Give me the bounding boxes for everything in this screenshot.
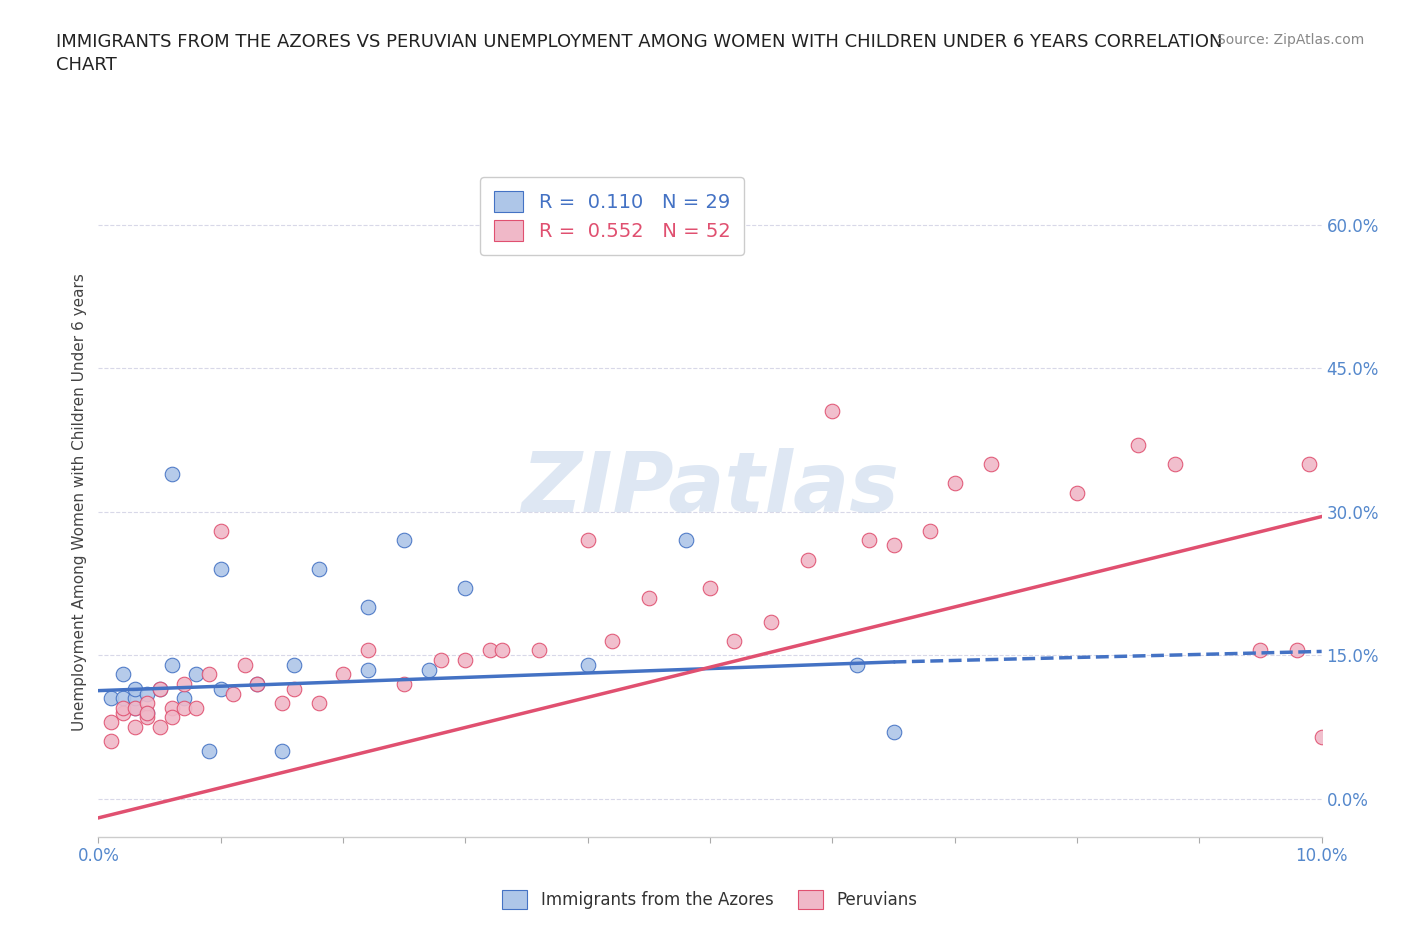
Point <box>149 682 172 697</box>
Point <box>1310 729 1333 744</box>
Point <box>197 743 219 758</box>
Point <box>454 653 477 668</box>
Point <box>576 533 599 548</box>
Point <box>308 562 330 577</box>
Point <box>821 404 844 418</box>
Point <box>797 552 820 567</box>
Point <box>600 633 623 648</box>
Point <box>430 653 453 668</box>
Y-axis label: Unemployment Among Women with Children Under 6 years: Unemployment Among Women with Children U… <box>72 273 87 731</box>
Point <box>160 466 183 481</box>
Point <box>883 538 905 552</box>
Point <box>246 676 269 691</box>
Point <box>233 658 256 672</box>
Point <box>308 696 330 711</box>
Point <box>675 533 697 548</box>
Point <box>392 676 416 691</box>
Point <box>124 700 146 715</box>
Point <box>173 700 195 715</box>
Point <box>920 524 942 538</box>
Point <box>136 705 159 720</box>
Point <box>111 691 134 706</box>
Point <box>759 615 782 630</box>
Point <box>149 720 172 735</box>
Point <box>100 734 122 749</box>
Point <box>124 691 146 706</box>
Point <box>699 581 721 596</box>
Point <box>332 667 354 682</box>
Point <box>637 591 661 605</box>
Point <box>246 676 269 691</box>
Point <box>576 658 599 672</box>
Point <box>1298 457 1320 472</box>
Point <box>1066 485 1088 500</box>
Point <box>111 667 134 682</box>
Point <box>186 700 208 715</box>
Point <box>197 667 219 682</box>
Point <box>356 643 378 658</box>
Point <box>883 724 905 739</box>
Point <box>943 475 966 490</box>
Point <box>209 524 232 538</box>
Point <box>858 533 880 548</box>
Point <box>356 662 378 677</box>
Point <box>980 457 1002 472</box>
Point <box>270 743 292 758</box>
Point <box>136 710 159 724</box>
Point <box>111 700 134 715</box>
Point <box>124 700 146 715</box>
Point <box>845 658 868 672</box>
Point <box>1286 643 1309 658</box>
Point <box>124 720 146 735</box>
Point <box>111 705 134 720</box>
Point <box>392 533 416 548</box>
Point <box>160 658 183 672</box>
Point <box>149 682 172 697</box>
Point <box>1249 643 1271 658</box>
Point <box>209 682 232 697</box>
Point <box>100 715 122 730</box>
Point <box>124 682 146 697</box>
Point <box>454 581 477 596</box>
Point <box>136 705 159 720</box>
Point <box>283 682 305 697</box>
Point <box>136 696 159 711</box>
Point <box>173 691 195 706</box>
Point <box>418 662 440 677</box>
Point <box>222 686 245 701</box>
Point <box>1164 457 1187 472</box>
Point <box>478 643 501 658</box>
Legend: Immigrants from the Azores, Peruvians: Immigrants from the Azores, Peruvians <box>496 884 924 916</box>
Point <box>209 562 232 577</box>
Point <box>527 643 550 658</box>
Point <box>491 643 513 658</box>
Point <box>356 600 378 615</box>
Text: Source: ZipAtlas.com: Source: ZipAtlas.com <box>1216 33 1364 46</box>
Point <box>160 700 183 715</box>
Point <box>160 710 183 724</box>
Point <box>186 667 208 682</box>
Point <box>173 676 195 691</box>
Point <box>100 691 122 706</box>
Point <box>723 633 745 648</box>
Text: ZIPatlas: ZIPatlas <box>522 448 898 529</box>
Text: CHART: CHART <box>56 56 117 73</box>
Text: IMMIGRANTS FROM THE AZORES VS PERUVIAN UNEMPLOYMENT AMONG WOMEN WITH CHILDREN UN: IMMIGRANTS FROM THE AZORES VS PERUVIAN U… <box>56 33 1223 50</box>
Point <box>270 696 292 711</box>
Point <box>1128 437 1150 452</box>
Point <box>283 658 305 672</box>
Point <box>136 686 159 701</box>
